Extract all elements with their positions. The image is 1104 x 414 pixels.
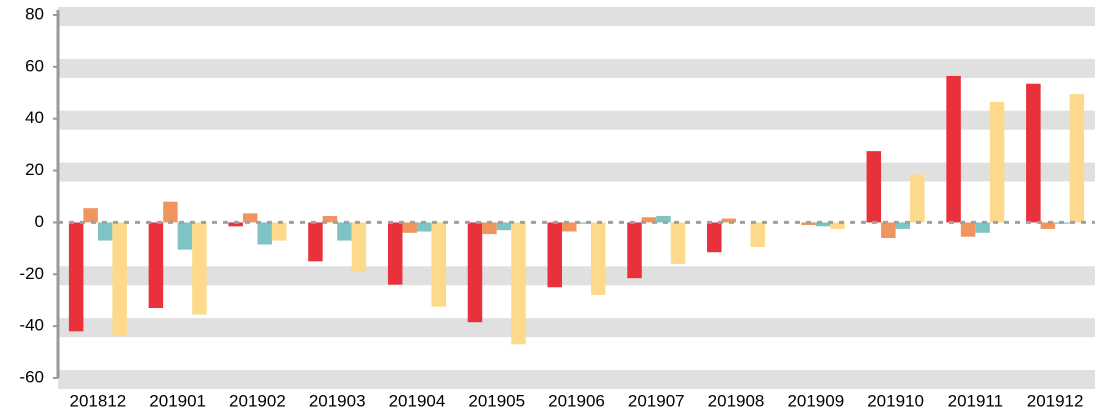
- bar: [177, 222, 193, 250]
- grid-band: [58, 110, 1095, 130]
- x-tick-label: 201910: [867, 391, 924, 410]
- x-tick-label: 201911: [948, 391, 1003, 410]
- bar: [482, 222, 497, 235]
- y-tick-label: 0: [35, 212, 44, 231]
- bar: [547, 222, 562, 288]
- bar: [228, 222, 243, 227]
- bar: [750, 222, 766, 248]
- grid-band: [58, 162, 1095, 182]
- x-tick-label: 201901: [149, 391, 206, 410]
- bar: [562, 222, 577, 232]
- grid-band: [58, 318, 1095, 338]
- bar: [337, 222, 352, 241]
- grid-band: [58, 370, 1095, 389]
- bar: [866, 151, 882, 223]
- bar: [946, 75, 961, 223]
- y-tick-label: 40: [25, 108, 44, 127]
- bar: [910, 174, 925, 223]
- bar: [627, 222, 642, 279]
- grid-band: [58, 58, 1095, 78]
- bar: [148, 222, 164, 308]
- bar: [257, 222, 272, 245]
- bar: [402, 222, 417, 233]
- grid-band: [58, 266, 1095, 286]
- bar: [576, 222, 591, 224]
- x-tick-label: 201812: [70, 391, 127, 410]
- bar: [721, 218, 737, 223]
- y-tick-label: -60: [19, 367, 44, 386]
- bar: [989, 101, 1005, 223]
- grid-band: [58, 7, 1095, 26]
- y-tick-label: 80: [25, 4, 44, 23]
- bar: [707, 222, 722, 253]
- bar: [895, 222, 911, 229]
- bar: [83, 208, 98, 223]
- y-tick-label: -40: [19, 316, 44, 335]
- bar: [192, 222, 207, 315]
- bar: [271, 222, 287, 241]
- bar: [881, 222, 896, 238]
- bar: [1040, 222, 1056, 229]
- bar: [670, 222, 686, 264]
- bar: [416, 222, 432, 232]
- y-tick-label: 20: [25, 160, 44, 179]
- x-tick-label: 201907: [628, 391, 685, 410]
- bar: [308, 222, 323, 262]
- x-tick-label: 201908: [708, 391, 765, 410]
- bar: [1026, 83, 1041, 223]
- x-tick-label: 201906: [548, 391, 605, 410]
- bar: [97, 222, 113, 241]
- bar: [163, 201, 178, 223]
- bar: [496, 222, 512, 231]
- y-tick-label: -20: [19, 264, 44, 283]
- bar: [641, 217, 657, 223]
- bar: [467, 222, 483, 323]
- bar: [112, 222, 127, 336]
- bar: [431, 222, 446, 307]
- x-tick-label: 201905: [468, 391, 525, 410]
- bar: [387, 222, 403, 285]
- bar: [830, 222, 845, 229]
- bar: [511, 222, 526, 345]
- x-tick-label: 201902: [229, 391, 286, 410]
- bar: [591, 222, 606, 296]
- x-tick-label: 201904: [389, 391, 446, 410]
- x-tick-label: 201903: [309, 391, 366, 410]
- y-tick-label: 60: [25, 56, 44, 75]
- x-tick-label: 201912: [1027, 391, 1084, 410]
- bar: [815, 222, 831, 227]
- x-tick-label: 201909: [787, 391, 844, 410]
- bar: [1069, 94, 1085, 223]
- bar: [656, 215, 671, 223]
- bar: [322, 215, 338, 223]
- bar: [68, 222, 84, 332]
- bar: [351, 222, 367, 272]
- bar: [242, 213, 258, 223]
- bar: [960, 222, 976, 237]
- bar: [975, 222, 990, 233]
